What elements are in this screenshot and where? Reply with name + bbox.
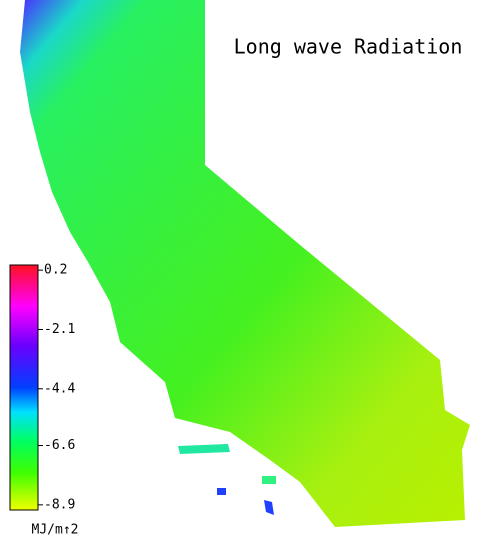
- colorbar-unit: MJ/m↑2: [32, 523, 79, 538]
- island: [264, 500, 274, 515]
- colorbar-tick-label: -2.1: [44, 322, 75, 337]
- island: [217, 488, 226, 495]
- island: [178, 444, 230, 454]
- map-title: Long wave Radiation: [234, 35, 463, 59]
- colorbar-tick-label: -6.6: [44, 438, 75, 453]
- island: [262, 476, 276, 484]
- colorbar-tick-label: -4.4: [44, 381, 75, 396]
- colorbar: [9, 264, 39, 511]
- colorbar-tick-label: 0.2: [44, 263, 67, 278]
- colorbar-tick-label: -8.9: [44, 497, 75, 512]
- california: [20, 0, 470, 527]
